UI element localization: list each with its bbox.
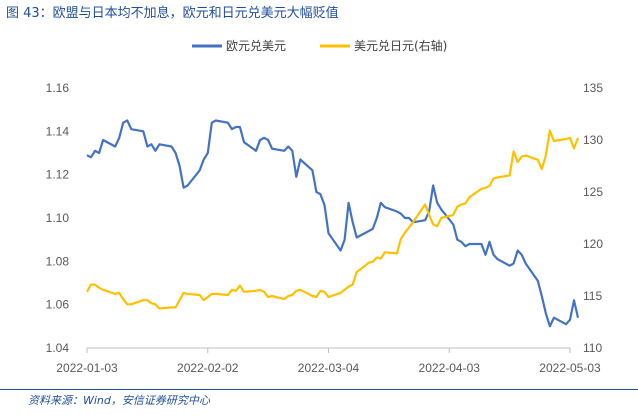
y-right-tick-label: 125 [583,185,603,199]
y-right-tick-label: 120 [583,237,603,251]
y-left-tick-label: 1.08 [46,254,70,268]
legend: 欧元兑美元 美元兑日元(右轴) [192,38,447,53]
y-left-tick-label: 1.04 [46,341,70,355]
series-line-usd-jpy [86,129,580,310]
x-tick-label: 2022-03-04 [298,361,360,375]
y-right-tick-label: 110 [583,341,602,355]
series-lines [86,119,580,328]
y-left-tick-label: 1.14 [46,124,70,138]
figure-title: 图 43：欧盟与日本均不加息，欧元和日元兑美元大幅贬值 [6,6,339,21]
legend-label-eur: 欧元兑美元 [226,39,286,53]
source-divider [0,389,638,390]
legend-label-jpy: 美元兑日元(右轴) [354,38,447,53]
source-note: 资料来源：Wind，安信证券研究中心 [28,394,210,407]
series-line-eur-usd [86,119,580,328]
y-left-tick-label: 1.16 [46,81,70,95]
x-tick-label: 2022-05-03 [539,361,601,375]
y-left-tick-label: 1.06 [46,298,70,312]
x-tick-label: 2022-02-02 [177,361,239,375]
tick-labels: 1.04 1.06 1.08 1.10 1.12 1.14 1.16 110 115 120 125… [46,81,604,375]
y-right-tick-label: 115 [583,289,602,303]
x-tick-label: 2022-04-03 [419,361,481,375]
y-right-tick-label: 135 [583,81,603,95]
y-left-tick-label: 1.10 [46,211,70,225]
y-left-tick-label: 1.12 [46,168,70,182]
y-right-tick-label: 130 [583,133,603,147]
x-tick-label: 2022-01-03 [56,361,118,375]
